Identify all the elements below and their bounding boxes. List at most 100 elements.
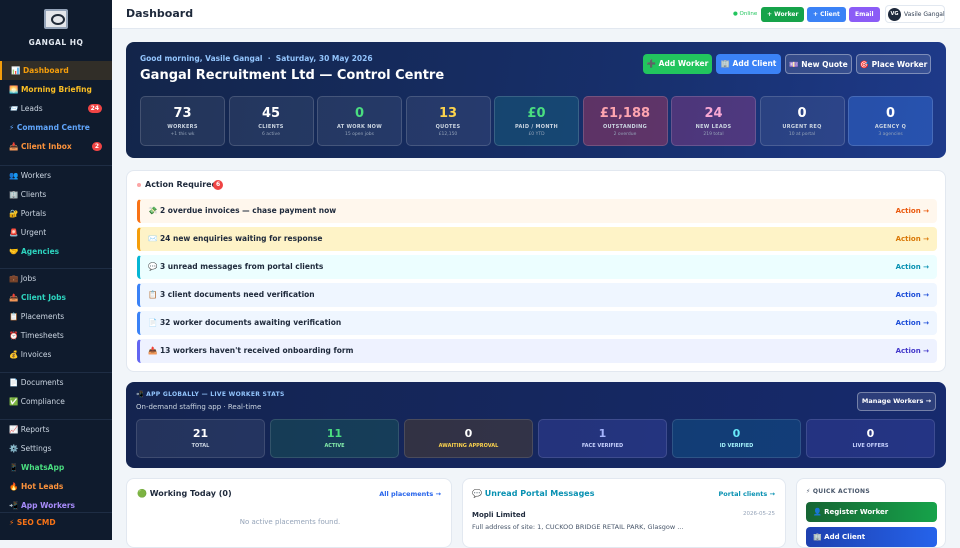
app-stat: 11 ACTIVE	[270, 419, 399, 458]
nav-badge: 2	[91, 142, 102, 151]
panel-link[interactable]: Portal clients →	[718, 490, 775, 498]
user-chip[interactable]: VG Vasile Gangal	[885, 5, 945, 23]
app-stat-value: 11	[326, 427, 343, 440]
stat-sub: 219 total	[703, 132, 724, 137]
action-link[interactable]: Action →	[895, 235, 929, 243]
nav-item[interactable]: 🚨 Urgent	[0, 223, 112, 242]
stat-label: NEW LEADS	[695, 124, 732, 130]
stat-card[interactable]: 0 AT WORK NOW 15 open jobs	[317, 96, 402, 146]
hero-button[interactable]: 🏢 Add Client	[716, 54, 781, 74]
brand: GANGAL HQ	[28, 38, 84, 47]
nav-item[interactable]: 🔐 Portals	[0, 204, 112, 223]
nav-label: 🔥 Hot Leads	[9, 482, 64, 491]
quick-button[interactable]: 🏢 Add Client	[806, 527, 937, 547]
stat-card[interactable]: 24 NEW LEADS 219 total	[671, 96, 756, 146]
nav-section: 💼 Jobs 📤 Client Jobs 📋 Placements ⏰ Timeshe…	[0, 268, 112, 364]
action-row[interactable]: 💬 3 unread messages from portal clients A…	[137, 255, 937, 279]
nav-label: 📱 WhatsApp	[9, 463, 65, 472]
app-stat-label: FACE VERIFIED	[581, 443, 624, 449]
nav-item[interactable]: 📊 Dashboard	[0, 61, 112, 80]
header-button[interactable]: Email	[849, 7, 880, 22]
nav-item[interactable]: ⏰ Timesheets	[0, 326, 112, 345]
app-stat-value: 0	[732, 427, 741, 440]
message-text: Full address of site: 1, CUCKOO BRIDGE R…	[472, 523, 684, 531]
nav-label: 🤝 Agencies	[9, 247, 60, 256]
nav-item[interactable]: 💰 Invoices	[0, 345, 112, 364]
stat-label: WORKERS	[167, 124, 198, 130]
count-badge: 6	[213, 180, 224, 190]
sidebar: GANGAL HQ 📊 Dashboard 🌅 Morning Briefing 📨 …	[0, 0, 112, 540]
action-row[interactable]: 📋 3 client documents need verification Ac…	[137, 283, 937, 307]
action-link[interactable]: Action →	[895, 291, 929, 299]
panel-link[interactable]: All placements →	[379, 490, 441, 498]
header-button[interactable]: + Client	[807, 7, 846, 22]
hero-button[interactable]: ➕ Add Worker	[643, 54, 712, 74]
action-link[interactable]: Action →	[895, 207, 929, 215]
nav-label: 💼 Jobs	[9, 274, 37, 283]
stat-value: 0	[354, 106, 365, 121]
nav-item[interactable]: 🏢 Clients	[0, 185, 112, 204]
nav-label: ⚡ SEO CMD	[9, 518, 56, 527]
stat-sub: 6 active	[262, 132, 280, 137]
action-row[interactable]: 💸 2 overdue invoices — chase payment now…	[137, 199, 937, 223]
action-text: 💬 3 unread messages from portal clients	[148, 262, 324, 271]
action-link[interactable]: Action →	[895, 263, 929, 271]
stat-card[interactable]: 0 AGENCY Q 3 agencies	[848, 96, 933, 146]
nav-item[interactable]: 📲 App Workers	[0, 496, 112, 515]
header-button[interactable]: + Worker	[761, 7, 805, 22]
action-text: 💸 2 overdue invoices — chase payment now	[148, 206, 337, 215]
nav-item[interactable]: 📈 Reports	[0, 420, 112, 439]
stat-card[interactable]: 45 CLIENTS 6 active	[228, 96, 314, 146]
working-panel: 🟢 Working Today (0) All placements → No ac…	[126, 478, 452, 548]
action-row[interactable]: ✉️ 24 new enquiries waiting for response…	[137, 227, 937, 251]
app-button[interactable]: Manage Workers →	[857, 392, 936, 411]
nav-item[interactable]: 📱 WhatsApp	[0, 458, 112, 477]
nav-item[interactable]: ⚙️ Settings	[0, 439, 112, 458]
stat-sub: 2 overdue	[613, 132, 637, 137]
nav-item[interactable]: 📥 Client Inbox 2	[0, 137, 112, 156]
panel-title: 💬 Unread Portal Messages	[472, 489, 595, 498]
stat-value: 73	[173, 106, 192, 121]
quick-button[interactable]: 👤 Register Worker	[806, 502, 937, 522]
action-row[interactable]: 📄 32 worker documents awaiting verificat…	[137, 311, 937, 335]
nav-item[interactable]: 📋 Placements	[0, 307, 112, 326]
app-stat-value: 21	[192, 427, 209, 440]
stat-card[interactable]: 13 QUOTES £12,150	[405, 96, 491, 146]
app-stat-value: 1	[598, 427, 607, 440]
app-stat: 1 FACE VERIFIED	[538, 419, 667, 458]
app-stat-value: 0	[866, 427, 875, 440]
stat-card[interactable]: 0 URGENT REQ 10 at portal	[759, 96, 845, 146]
stat-card[interactable]: £1,188 OUTSTANDING 2 overdue	[582, 96, 668, 146]
nav-item[interactable]: 🤝 Agencies	[0, 242, 112, 261]
messages-panel: 💬 Unread Portal Messages Portal clients →…	[462, 478, 786, 548]
action-link[interactable]: Action →	[895, 319, 929, 327]
nav-item[interactable]: ⚡ Command Centre	[0, 118, 112, 137]
stat-card[interactable]: 73 WORKERS +1 this wk	[140, 96, 225, 146]
stat-sub: 10 at portal	[788, 132, 816, 137]
stat-value: £0	[527, 106, 546, 121]
nav-label: 👥 Workers	[9, 171, 52, 180]
nav-item[interactable]: 📨 Leads 24	[0, 99, 112, 118]
nav-item[interactable]: 🌅 Morning Briefing	[0, 80, 112, 99]
nav-item[interactable]: 📄 Documents	[0, 373, 112, 392]
hero-title: Gangal Recruitment Ltd — Control Centre	[140, 68, 445, 83]
nav-item[interactable]: 🔥 Hot Leads	[0, 477, 112, 496]
nav-item[interactable]: ✅ Compliance	[0, 392, 112, 411]
nav-badge: 24	[87, 104, 102, 113]
user-name: Vasile Gangal	[904, 11, 945, 18]
hero-button[interactable]: 🎯 Place Worker	[856, 54, 931, 74]
nav-label: 📄 Documents	[9, 378, 64, 387]
logo	[44, 9, 68, 29]
stat-card[interactable]: £0 PAID / MONTH £0 YTD	[494, 96, 579, 146]
greeting: Good morning, Vasile Gangal · Saturday, …	[140, 54, 373, 63]
hero-button[interactable]: 💷 New Quote	[785, 54, 852, 74]
action-link[interactable]: Action →	[895, 347, 929, 355]
nav-item[interactable]: 📤 Client Jobs	[0, 288, 112, 307]
stat-label: PAID / MONTH	[515, 124, 558, 130]
action-row[interactable]: 📤 13 workers haven't received onboarding…	[137, 339, 937, 363]
stat-sub: +1 this wk	[170, 132, 195, 137]
app-stat-label: LIVE OFFERS	[852, 443, 889, 449]
nav-item[interactable]: ⚡ SEO CMD	[0, 513, 112, 532]
nav-item[interactable]: 💼 Jobs	[0, 269, 112, 288]
nav-item[interactable]: 👥 Workers	[0, 166, 112, 185]
